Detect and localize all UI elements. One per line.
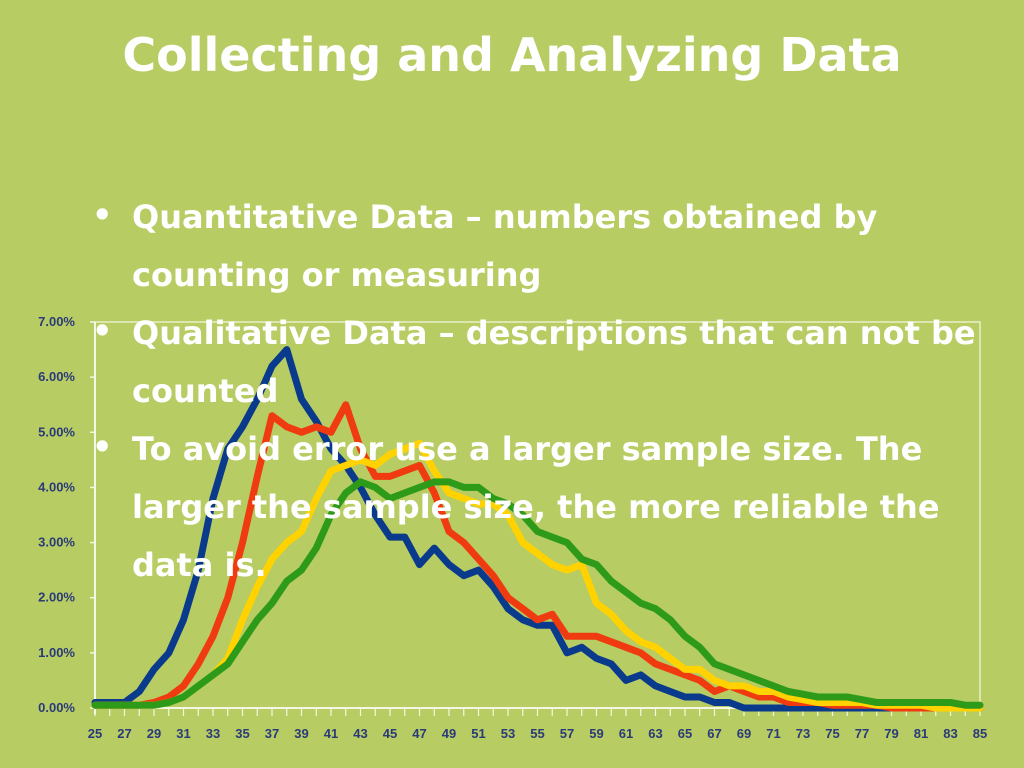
bullet-list: Quantitative Data – numbers obtained by … bbox=[92, 186, 992, 594]
x-tick-label: 43 bbox=[353, 726, 367, 741]
y-tick-label: 6.00% bbox=[38, 369, 75, 384]
x-tick-label: 73 bbox=[796, 726, 810, 741]
x-tick-label: 27 bbox=[117, 726, 131, 741]
y-tick-label: 3.00% bbox=[38, 535, 75, 550]
x-tick-label: 75 bbox=[825, 726, 839, 741]
x-tick-label: 83 bbox=[943, 726, 957, 741]
x-tick-label: 51 bbox=[471, 726, 485, 741]
x-tick-label: 61 bbox=[619, 726, 633, 741]
x-tick-label: 57 bbox=[560, 726, 574, 741]
y-tick-label: 4.00% bbox=[38, 479, 75, 494]
x-tick-label: 85 bbox=[973, 726, 987, 741]
slide-title: Collecting and Analyzing Data bbox=[122, 28, 902, 82]
x-tick-label: 59 bbox=[589, 726, 603, 741]
x-tick-label: 29 bbox=[147, 726, 161, 741]
x-tick-label: 71 bbox=[766, 726, 780, 741]
y-tick-label: 1.00% bbox=[38, 645, 75, 660]
x-tick-label: 35 bbox=[235, 726, 249, 741]
bullet-quantitative: Quantitative Data – numbers obtained by … bbox=[92, 186, 992, 304]
x-tick-label: 31 bbox=[176, 726, 190, 741]
bullet-sample-size: To avoid error use a larger sample size.… bbox=[92, 418, 992, 594]
x-tick-label: 65 bbox=[678, 726, 692, 741]
x-tick-label: 69 bbox=[737, 726, 751, 741]
x-tick-label: 55 bbox=[530, 726, 544, 741]
x-tick-label: 25 bbox=[88, 726, 102, 741]
x-tick-label: 37 bbox=[265, 726, 279, 741]
x-tick-label: 63 bbox=[648, 726, 662, 741]
x-tick-label: 77 bbox=[855, 726, 869, 741]
bullet-qualitative: Qualitative Data – descriptions that can… bbox=[92, 302, 992, 420]
x-tick-label: 33 bbox=[206, 726, 220, 741]
y-tick-label: 5.00% bbox=[38, 424, 75, 439]
x-tick-label: 39 bbox=[294, 726, 308, 741]
x-tick-label: 53 bbox=[501, 726, 515, 741]
x-tick-label: 49 bbox=[442, 726, 456, 741]
x-axis-ticks: 25 27 29 31 33 35 37 39 41 43 45 47 49 51 53 55 57 59 61 63… bbox=[88, 708, 987, 741]
y-tick-label: 0.00% bbox=[38, 700, 75, 715]
x-tick-label: 79 bbox=[884, 726, 898, 741]
x-tick-label: 47 bbox=[412, 726, 426, 741]
x-tick-label: 81 bbox=[914, 726, 928, 741]
y-tick-label: 2.00% bbox=[38, 590, 75, 605]
y-tick-label: 7.00% bbox=[38, 314, 75, 329]
x-tick-label: 45 bbox=[383, 726, 397, 741]
x-tick-label: 67 bbox=[707, 726, 721, 741]
y-axis-ticks: 0.00% 1.00% 2.00% 3.00% 4.00% 5.00% 6.00% 7.00% bbox=[38, 314, 95, 715]
x-tick-label: 41 bbox=[324, 726, 338, 741]
